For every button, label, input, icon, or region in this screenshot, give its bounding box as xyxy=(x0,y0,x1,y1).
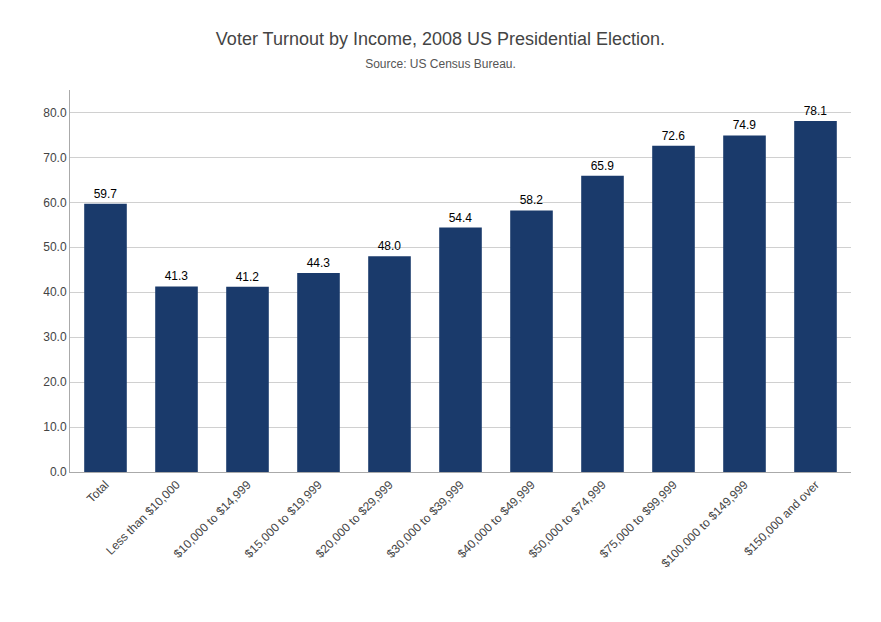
svg-text:0.0: 0.0 xyxy=(50,465,67,479)
svg-text:Total: Total xyxy=(84,478,112,506)
svg-text:$20,000 to $29,999: $20,000 to $29,999 xyxy=(313,478,396,561)
svg-text:$150,000 and over: $150,000 and over xyxy=(741,478,822,559)
svg-text:44.3: 44.3 xyxy=(307,256,331,270)
svg-text:78.1: 78.1 xyxy=(804,104,828,118)
svg-text:Voter Turnout by Income, 2008: Voter Turnout by Income, 2008 US Preside… xyxy=(216,29,665,71)
svg-text:10.0: 10.0 xyxy=(43,420,67,434)
svg-text:60.0: 60.0 xyxy=(43,196,67,210)
svg-text:$30,000 to $39,999: $30,000 to $39,999 xyxy=(384,478,467,561)
svg-text:48.0: 48.0 xyxy=(378,239,402,253)
svg-text:70.0: 70.0 xyxy=(43,151,67,165)
svg-text:72.6: 72.6 xyxy=(662,129,686,143)
svg-text:Less than $10,000: Less than $10,000 xyxy=(103,478,183,558)
svg-text:$75,000 to $99,999: $75,000 to $99,999 xyxy=(597,478,680,561)
svg-text:41.3: 41.3 xyxy=(165,269,189,283)
svg-text:30.0: 30.0 xyxy=(43,330,67,344)
svg-text:54.4: 54.4 xyxy=(449,211,473,225)
svg-text:$15,000 to $19,999: $15,000 to $19,999 xyxy=(242,478,325,561)
svg-text:50.0: 50.0 xyxy=(43,240,67,254)
svg-text:80.0: 80.0 xyxy=(43,106,67,120)
svg-text:41.2: 41.2 xyxy=(236,270,260,284)
svg-text:65.9: 65.9 xyxy=(591,159,615,173)
svg-text:74.9: 74.9 xyxy=(733,118,757,132)
svg-text:20.0: 20.0 xyxy=(43,375,67,389)
svg-text:$10,000 to $14,999: $10,000 to $14,999 xyxy=(171,478,254,561)
svg-text:59.7: 59.7 xyxy=(94,187,118,201)
svg-text:$50,000 to $74,999: $50,000 to $74,999 xyxy=(526,478,609,561)
svg-text:$100,000 to $149,999: $100,000 to $149,999 xyxy=(658,478,751,571)
svg-text:$40,000 to $49,999: $40,000 to $49,999 xyxy=(455,478,538,561)
svg-text:40.0: 40.0 xyxy=(43,285,67,299)
svg-text:58.2: 58.2 xyxy=(520,193,544,207)
